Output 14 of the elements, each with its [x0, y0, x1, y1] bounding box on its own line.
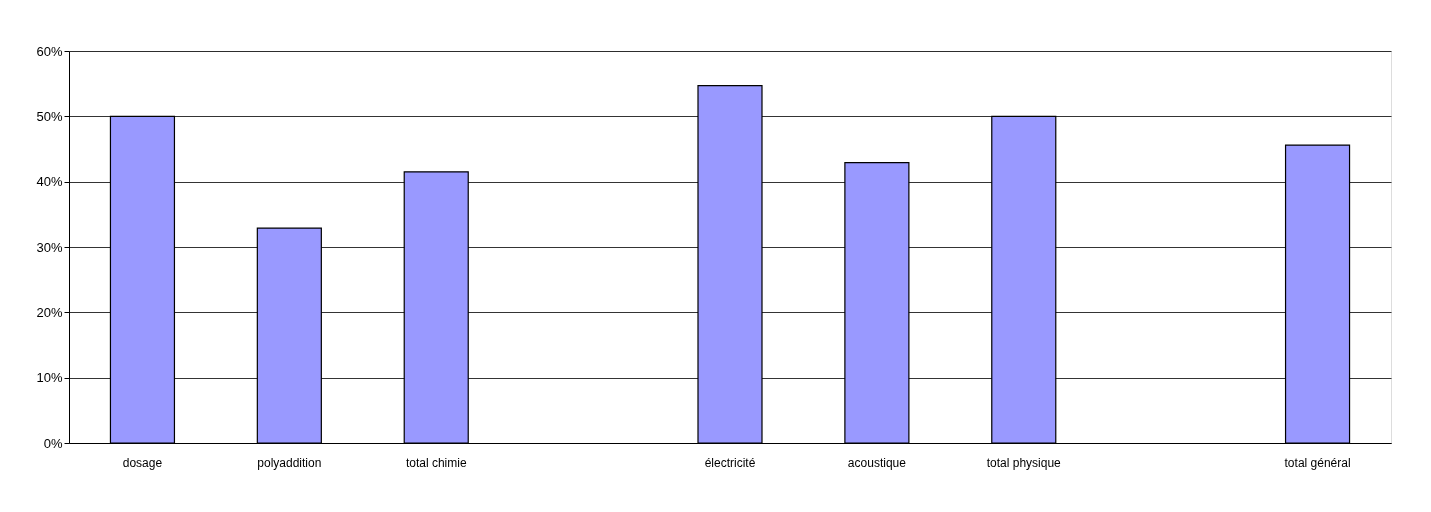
x-tick-label: total chimie	[405, 455, 467, 470]
y-tick-label: 60%	[36, 43, 63, 59]
x-tick-label: dosage	[122, 455, 163, 470]
x-tick-label: total général	[1284, 455, 1351, 470]
x-tick-label: total physique	[986, 455, 1062, 470]
x-tick-label: polyaddition	[257, 455, 322, 470]
y-tick-label: 20%	[36, 304, 63, 320]
y-tick-label: 50%	[36, 108, 63, 124]
x-tick-label: électricité	[704, 455, 756, 470]
x-tick-label: acoustique	[847, 455, 907, 470]
y-tick-label: 40%	[36, 174, 63, 190]
y-tick-label: 0%	[43, 435, 63, 451]
y-tick-label: 30%	[36, 239, 63, 255]
y-tick-label: 10%	[36, 370, 63, 386]
